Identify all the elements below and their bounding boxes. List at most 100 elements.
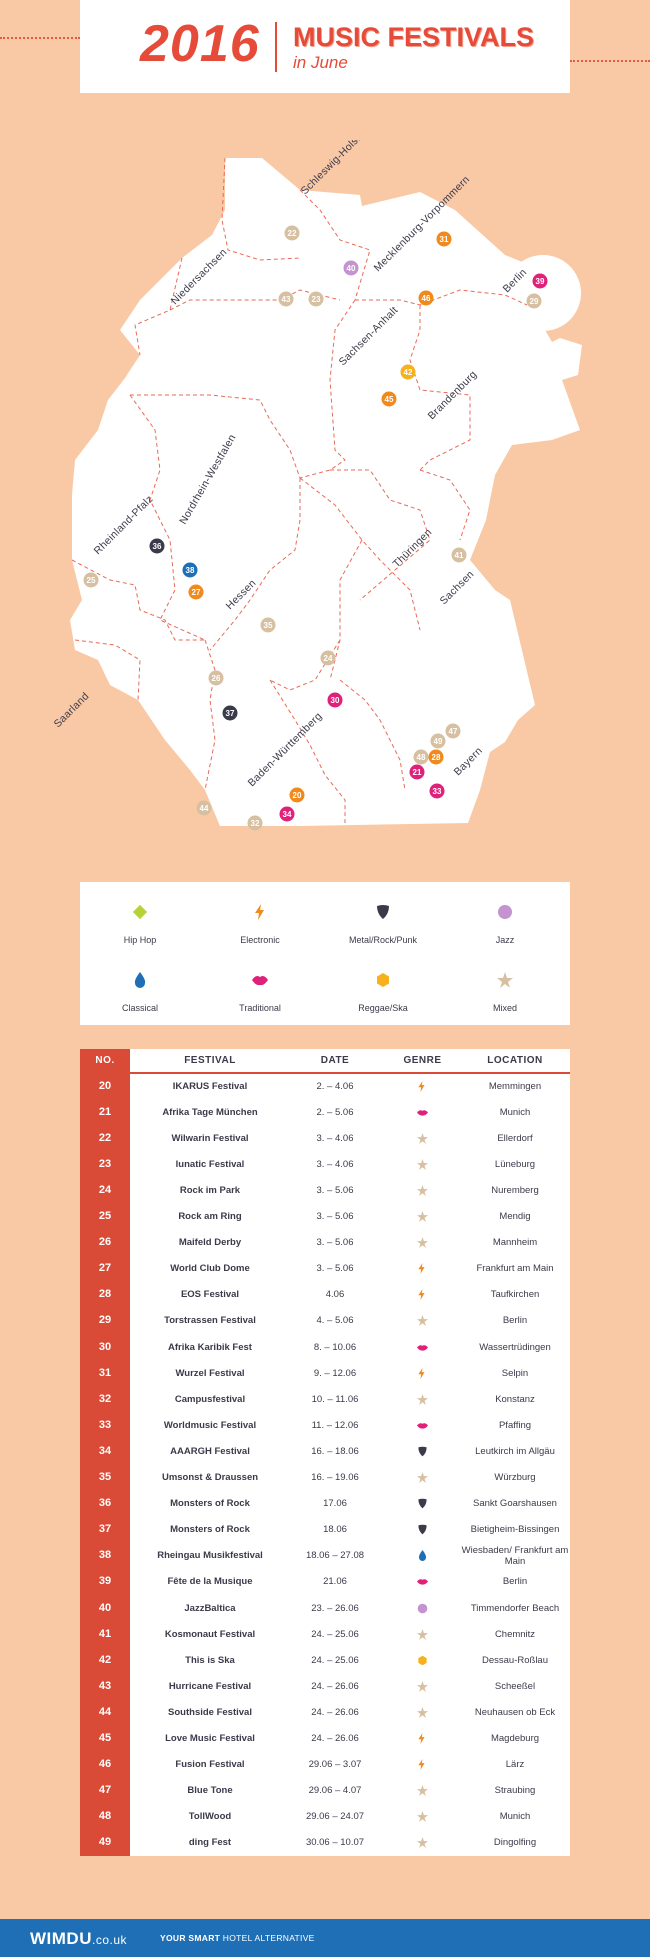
row-genre — [385, 1256, 460, 1282]
festival-pin[interactable]: 40 — [343, 260, 359, 276]
festival-pin[interactable]: 38 — [182, 562, 198, 578]
row-number: 36 — [98, 1497, 112, 1510]
star-icon — [417, 1132, 428, 1144]
row-genre — [385, 1334, 460, 1360]
row-date: 3. – 5.06 — [316, 1184, 354, 1196]
legend-mixed: Mixed — [445, 972, 565, 1016]
pin-number: 36 — [153, 542, 162, 551]
star-icon — [497, 972, 513, 988]
row-location: Selpin — [501, 1367, 529, 1379]
festival-pin[interactable]: 37 — [222, 705, 238, 721]
festival-pin[interactable]: 23 — [308, 291, 324, 307]
pin-number: 44 — [200, 804, 209, 813]
row-festival: Afrika Tage München — [162, 1106, 258, 1118]
festival-pin[interactable]: 48 — [413, 749, 429, 765]
festival-pin[interactable]: 25 — [83, 572, 99, 588]
pin-number: 33 — [433, 787, 442, 796]
festival-pin[interactable]: 36 — [149, 538, 165, 554]
row-festival: Love Music Festival — [165, 1733, 255, 1744]
row-date: 24. – 26.06 — [311, 1733, 359, 1744]
pin-number: 47 — [449, 727, 458, 736]
row-festival: Fête de la Musique — [167, 1576, 253, 1588]
legend-label: Traditional — [239, 1003, 281, 1013]
row-genre — [385, 1386, 460, 1412]
legend-classical: Classical — [80, 972, 200, 1016]
festival-pin[interactable]: 42 — [400, 364, 416, 380]
festival-pins: 22 40 31 43 23 46 39 29 42 45 36 38 27 25 41 35 24 26 30 37… — [83, 225, 548, 831]
row-location: Munich — [499, 1106, 531, 1118]
row-date: 10. – 11.06 — [311, 1393, 359, 1405]
row-location: Dessau-Roßlau — [482, 1654, 548, 1666]
festival-pin[interactable]: 46 — [418, 290, 434, 306]
festival-pin[interactable]: 35 — [260, 617, 276, 633]
table-row: 39 Fête de la Musique 21.06 Berlin — [80, 1569, 570, 1595]
row-festival: Rock am Ring — [178, 1211, 242, 1222]
row-genre — [385, 1778, 460, 1804]
star-icon — [417, 1628, 428, 1640]
festival-pin[interactable]: 26 — [208, 670, 224, 686]
pin-number: 48 — [417, 753, 426, 762]
column-header-genre: GENRE — [403, 1055, 442, 1066]
row-number: 39 — [98, 1575, 112, 1588]
pin-dot — [289, 787, 305, 803]
row-festival: Southside Festival — [168, 1706, 252, 1718]
genre-legend: Hip Hop Electronic Metal/Rock/Punk Jazz … — [80, 882, 570, 1025]
row-number: 26 — [98, 1236, 112, 1249]
pin-number: 32 — [251, 819, 260, 828]
row-date: 24. – 26.06 — [311, 1680, 359, 1692]
festival-pin[interactable]: 33 — [429, 783, 445, 799]
festival-pin[interactable]: 32 — [247, 815, 263, 831]
lips-icon — [252, 976, 268, 986]
festival-pin[interactable]: 27 — [188, 584, 204, 600]
legend-label: Mixed — [492, 1003, 517, 1013]
row-number: 32 — [98, 1392, 112, 1405]
row-festival: Hurricane Festival — [168, 1680, 252, 1692]
festival-pin[interactable]: 45 — [381, 391, 397, 407]
berlin-callout-pointer — [499, 324, 511, 334]
hexagon-icon — [418, 1655, 427, 1665]
row-location: Scheeßel — [494, 1680, 536, 1692]
pin-dot — [413, 749, 429, 765]
festival-pin[interactable]: 31 — [436, 231, 452, 247]
festival-pin[interactable]: 20 — [289, 787, 305, 803]
pin-number: 26 — [212, 674, 221, 683]
table-row: 20 IKARUS Festival 2. – 4.06 Memmingen — [80, 1073, 570, 1099]
festival-pin[interactable]: 39 — [532, 273, 548, 289]
festival-pin[interactable]: 30 — [327, 692, 343, 708]
pin-number: 39 — [536, 277, 545, 286]
table-row: 34 AAARGH Festival 16. – 18.06 Leutkirch im… — [80, 1438, 570, 1464]
guitar-pick-icon — [377, 905, 389, 919]
row-number: 42 — [98, 1653, 112, 1666]
row-location: Mannheim — [492, 1237, 538, 1249]
row-location: Memmingen — [488, 1080, 542, 1092]
star-icon — [417, 1393, 428, 1405]
festival-pin[interactable]: 41 — [451, 547, 467, 563]
row-genre — [385, 1151, 460, 1177]
festival-pin[interactable]: 22 — [284, 225, 300, 241]
row-location: Chemnitz — [494, 1628, 536, 1640]
festival-pin[interactable]: 28 — [428, 749, 444, 765]
pin-dot — [149, 538, 165, 554]
header-title: MUSIC FESTIVALS — [293, 22, 535, 52]
star-icon — [417, 1184, 428, 1196]
festival-pin[interactable]: 29 — [526, 293, 542, 309]
festival-pin[interactable]: 43 — [278, 291, 294, 307]
festival-pin[interactable]: 34 — [279, 806, 295, 822]
festival-pin[interactable]: 44 — [196, 800, 212, 816]
star-icon — [417, 1472, 428, 1483]
pin-number: 20 — [293, 791, 302, 800]
pin-number: 29 — [530, 297, 539, 306]
table-row: 29 Torstrassen Festival 4. – 5.06 Berlin — [80, 1308, 570, 1334]
row-date: 21.06 — [323, 1576, 347, 1588]
diamond-icon — [132, 904, 148, 920]
festival-pin[interactable]: 49 — [430, 733, 446, 749]
row-location: Straubing — [494, 1785, 536, 1797]
festival-pin[interactable]: 21 — [409, 764, 425, 780]
festival-pin[interactable]: 24 — [320, 650, 336, 666]
wimdu-logo[interactable]: WIMDU.co.uk — [30, 1929, 127, 1949]
row-genre — [385, 1099, 460, 1125]
row-number: 46 — [98, 1758, 112, 1771]
legend-label: Classical — [121, 1003, 158, 1013]
festival-pin[interactable]: 47 — [445, 723, 461, 739]
pin-number: 25 — [87, 576, 96, 585]
